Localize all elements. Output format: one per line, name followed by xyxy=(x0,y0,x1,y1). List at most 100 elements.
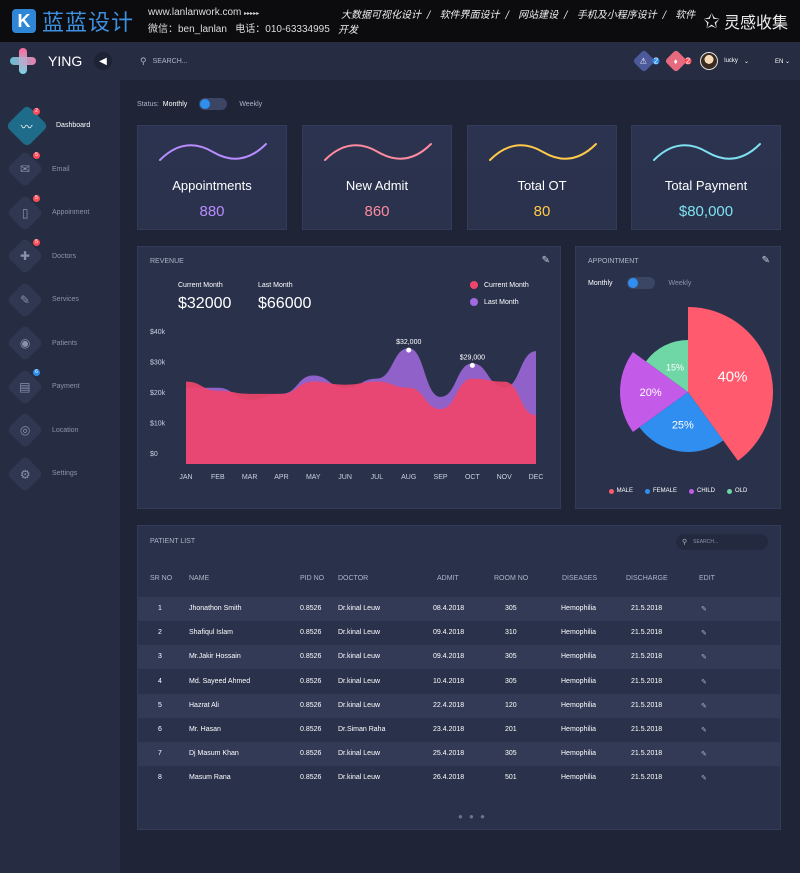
app-name: YING xyxy=(48,53,83,69)
service-item: 网站建设 xyxy=(518,10,559,21)
user-name: lucky xyxy=(724,58,738,64)
table-cell: 0.8526 xyxy=(300,605,322,612)
table-cell: Hemophilia xyxy=(561,605,597,612)
collapse-sidebar-button[interactable]: ◀ xyxy=(94,52,112,70)
column-header: ADMIT xyxy=(437,575,459,582)
table-row[interactable]: 1 Jhonathon Smith 0.8526 Dr.kinal Leuw 08.4.… xyxy=(138,597,780,621)
table-cell: 21.5.2018 xyxy=(631,629,663,637)
column-header: EDIT xyxy=(699,575,715,582)
table-cell: 21.5.2018 xyxy=(631,774,663,782)
table-row[interactable]: 7 Dj Masum Khan 0.8526 Dr.kinal Leuw 25.4.20… xyxy=(138,742,780,767)
pie-slice-child[interactable] xyxy=(620,352,688,432)
toggle-monthly[interactable]: Monthly xyxy=(588,279,613,287)
edit-icon[interactable]: ✎ xyxy=(701,727,707,734)
pagination-dots[interactable]: ● ● ● xyxy=(458,812,487,821)
edit-icon[interactable]: ✎ xyxy=(541,255,550,266)
notification-button[interactable]: ♦ 2 xyxy=(664,49,692,73)
table-cell: Masum Rana xyxy=(189,774,231,782)
pie-slice-female[interactable] xyxy=(639,392,724,452)
patient-search-input[interactable] xyxy=(693,539,754,545)
stat-title: New Admit xyxy=(345,178,409,193)
sidebar-item-dashboard[interactable]: 〰 2 Dashboard xyxy=(0,104,120,148)
table-cell: 305 xyxy=(505,750,517,758)
current-month-area xyxy=(186,378,536,464)
table-cell: 120 xyxy=(505,701,517,709)
edit-icon[interactable]: ✎ xyxy=(701,630,707,638)
arrows-text: ▸▸▸▸▸ xyxy=(244,11,260,17)
appointment-pie-chart: 40% 25% 20% 15% xyxy=(620,307,773,461)
table-cell: Hemophilia xyxy=(561,750,597,758)
status-monthly[interactable]: Monthly xyxy=(162,100,188,108)
edit-icon[interactable]: ✎ xyxy=(701,678,707,686)
stat-card-appointments: Appointments 880 xyxy=(137,125,287,230)
table-cell: 26.4.2018 xyxy=(433,774,465,782)
separator: / xyxy=(505,10,509,21)
sidebar-item-patients[interactable]: ◉ Patients xyxy=(0,322,120,366)
annotation-point[interactable] xyxy=(406,347,412,353)
table-row[interactable]: 4 Md. Sayeed Ahmed 0.8526 Dr.kinal Leuw 10.4… xyxy=(138,669,780,694)
table-cell: 21.5.2018 xyxy=(631,605,663,612)
table-row[interactable]: 3 Mr.Jakir Hossain 0.8526 Dr.kinal Leuw 09.4… xyxy=(138,645,780,670)
table-cell: 3 xyxy=(158,653,162,661)
x-tick-label: NOV xyxy=(497,474,513,481)
pie-slice-male[interactable] xyxy=(688,307,773,461)
stat-title: Appointments xyxy=(172,178,252,193)
table-cell: 09.4.2018 xyxy=(433,629,465,637)
stat-title: Total Payment xyxy=(664,178,748,193)
edit-icon[interactable]: ✎ xyxy=(701,751,707,759)
annotation-label: $29,000 xyxy=(460,354,485,361)
website-text: www.lanlanwork.com xyxy=(148,7,242,18)
edit-icon[interactable]: ✎ xyxy=(701,775,707,783)
table-cell: Hazrat Ali xyxy=(189,701,219,709)
pie-legend: MALE FEMALE CHILD OLD xyxy=(576,488,780,494)
x-tick-label: JUN xyxy=(338,474,352,481)
table-cell: Dr.kinal Leuw xyxy=(338,605,381,612)
sidebar-item-appointment[interactable]: ▯ 5 Appoinment xyxy=(0,191,120,235)
edit-icon[interactable]: ✎ xyxy=(701,654,707,662)
legend-label: OLD xyxy=(735,488,748,494)
toggle-weekly[interactable]: Weekly xyxy=(668,279,692,287)
app-logo-icon xyxy=(10,48,36,74)
sidebar-item-location[interactable]: ◎ Location xyxy=(0,409,120,453)
x-tick-label: JAN xyxy=(179,474,192,481)
inspiration-badge: ✩ 灵感收集 xyxy=(703,9,788,33)
edit-icon[interactable]: ✎ xyxy=(701,606,707,613)
sidebar-item-doctors[interactable]: ✚ 5 Doctors xyxy=(0,235,120,279)
pie-slice-old[interactable] xyxy=(645,340,688,392)
table-row[interactable]: 6 Mr. Hasan 0.8526 Dr.Siman Raha 23.4.2018 20… xyxy=(138,718,780,742)
search-input[interactable] xyxy=(152,57,273,65)
annotation-point[interactable] xyxy=(469,362,475,368)
top-banner: K 蓝蓝设计 www.lanlanwork.com ▸▸▸▸▸ 微信：ben_l… xyxy=(0,0,800,42)
column-header: ROOM NO xyxy=(494,575,529,582)
nav-badge: 5 xyxy=(33,238,40,246)
column-header: SR NO xyxy=(150,575,173,582)
legend-label: Last Month xyxy=(484,298,519,306)
user-menu[interactable]: lucky ⌄ xyxy=(700,52,749,70)
wave-icon xyxy=(324,143,432,161)
patient-list-title: PATIENT LIST xyxy=(150,538,196,545)
table-cell: 0.8526 xyxy=(300,677,322,685)
table-cell: 5 xyxy=(158,701,162,709)
sidebar: YING ◀ 〰 2 Dashboard ✉ 5 Email ▯ 5 Appoi… xyxy=(0,42,120,873)
revenue-title: REVENUE xyxy=(150,258,184,265)
pie-legend-item: FEMALE xyxy=(644,488,677,494)
main-content: Status: Monthly Weekly Appointments 880 … xyxy=(120,80,800,873)
table-row[interactable]: 8 Masum Rana 0.8526 Dr.kinal Leuw 26.4.2018 5… xyxy=(138,766,780,791)
table-row[interactable]: 5 Hazrat Ali 0.8526 Dr.kinal Leuw 22.4.2018 1… xyxy=(138,693,780,718)
status-weekly[interactable]: Weekly xyxy=(239,100,263,108)
nav-badge: 5 xyxy=(33,151,40,159)
sidebar-item-settings[interactable]: ⚙ Settings xyxy=(0,452,120,496)
sidebar-item-services[interactable]: ✎ Services xyxy=(0,278,120,322)
table-cell: Dr.kinal Leuw xyxy=(338,629,381,637)
alert-button[interactable]: ⚠ 2 xyxy=(632,49,660,73)
table-cell: Dr.kinal Leuw xyxy=(338,701,381,709)
appointment-toggle[interactable] xyxy=(626,277,655,289)
edit-icon[interactable]: ✎ xyxy=(701,702,707,710)
status-toggle[interactable] xyxy=(199,98,228,110)
sidebar-item-label: Services xyxy=(52,296,79,304)
table-row[interactable]: 2 Shafiqul Islam 0.8526 Dr.kinal Leuw 09.4.2… xyxy=(138,621,780,646)
edit-icon[interactable]: ✎ xyxy=(761,255,770,266)
sidebar-item-email[interactable]: ✉ 5 Email xyxy=(0,148,120,192)
sidebar-item-payment[interactable]: ▤ 6 Payment xyxy=(0,365,120,409)
language-select[interactable]: EN ⌄ xyxy=(774,58,790,65)
